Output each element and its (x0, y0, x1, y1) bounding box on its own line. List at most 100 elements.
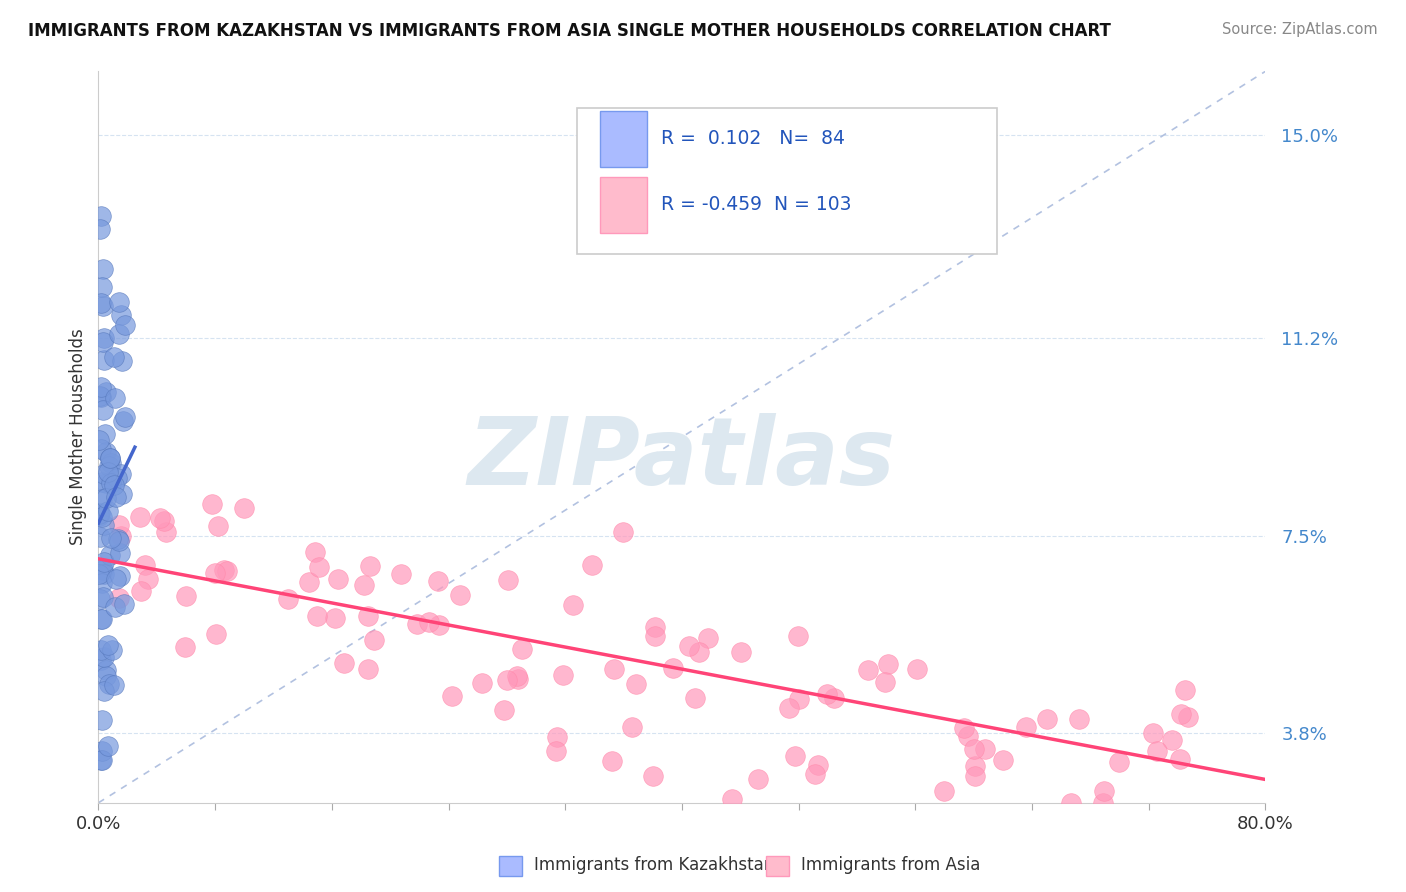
Point (90, 296, 112, 310)
Point (100, 532, 122, 546)
Point (427, 618, 450, 632)
Point (94, 445, 117, 459)
Text: R =  0.102   N=  84: R = 0.102 N= 84 (661, 129, 845, 148)
Point (93, 567, 115, 582)
Point (100, 475, 122, 490)
Point (789, 692, 811, 706)
Point (405, 616, 427, 631)
Point (449, 588, 471, 602)
Point (471, 676, 494, 690)
Point (108, 327, 131, 342)
Text: Immigrants from Kazakhstan: Immigrants from Kazakhstan (534, 856, 775, 874)
Point (858, 663, 880, 677)
Point (91, 261, 114, 276)
Point (91, 491, 114, 506)
Point (91, 590, 114, 604)
Point (90, 209, 112, 223)
Point (89, 433, 111, 447)
Point (1015, 720, 1038, 734)
Point (89, 389, 111, 403)
Point (93, 331, 115, 345)
Point (108, 533, 131, 548)
Point (91, 299, 114, 313)
Point (991, 753, 1014, 767)
Point (91, 403, 114, 417)
Point (90, 612, 112, 626)
Point (304, 545, 326, 559)
Point (153, 514, 176, 528)
Point (965, 759, 987, 773)
Point (108, 591, 131, 606)
Point (90, 753, 112, 767)
Point (1060, 796, 1083, 810)
Point (602, 662, 624, 676)
Point (506, 673, 529, 687)
Point (91, 335, 114, 350)
Point (965, 769, 987, 783)
Point (89, 508, 111, 523)
Point (353, 578, 375, 592)
Point (98, 450, 121, 465)
Point (97, 458, 120, 473)
Point (215, 564, 238, 578)
Point (875, 675, 897, 690)
Point (96, 669, 118, 683)
Point (212, 563, 235, 577)
Point (97, 638, 120, 652)
Point (688, 645, 710, 659)
Point (91, 713, 114, 727)
Point (697, 631, 720, 645)
Point (93, 467, 115, 482)
Point (129, 584, 152, 599)
Point (110, 528, 132, 542)
Point (662, 660, 685, 674)
Point (1160, 732, 1182, 747)
Point (90, 653, 112, 667)
Point (103, 350, 125, 364)
Point (1168, 752, 1191, 766)
Point (110, 467, 132, 481)
Point (612, 525, 634, 540)
Point (496, 673, 519, 687)
Point (389, 567, 412, 582)
Point (105, 470, 128, 484)
Point (207, 518, 229, 533)
Point (233, 500, 256, 515)
Point (815, 687, 838, 701)
Point (155, 524, 177, 539)
Point (277, 591, 299, 606)
Point (876, 657, 898, 671)
FancyBboxPatch shape (600, 177, 647, 233)
Point (104, 490, 127, 504)
Point (905, 662, 928, 676)
Point (1174, 683, 1197, 698)
Point (90, 475, 112, 490)
Point (200, 497, 222, 511)
Point (89, 507, 111, 521)
Point (553, 668, 575, 682)
Point (91, 563, 114, 577)
Point (97, 465, 120, 479)
Point (932, 784, 955, 798)
Point (174, 640, 197, 654)
Point (357, 609, 380, 624)
Point (426, 574, 449, 589)
Point (974, 741, 997, 756)
Text: R = -0.459  N = 103: R = -0.459 N = 103 (661, 195, 852, 214)
Text: ZIPatlas: ZIPatlas (468, 413, 896, 505)
Point (93, 352, 115, 367)
Point (110, 546, 132, 560)
Point (721, 792, 744, 806)
Point (98, 450, 121, 465)
Point (824, 690, 846, 705)
Point (110, 486, 132, 500)
Point (114, 318, 136, 333)
Point (325, 611, 347, 625)
Point (600, 754, 623, 768)
Point (93, 518, 115, 533)
Point (333, 657, 356, 671)
Point (94, 384, 117, 399)
Point (174, 589, 197, 603)
Point (561, 599, 583, 613)
Point (94, 491, 117, 505)
